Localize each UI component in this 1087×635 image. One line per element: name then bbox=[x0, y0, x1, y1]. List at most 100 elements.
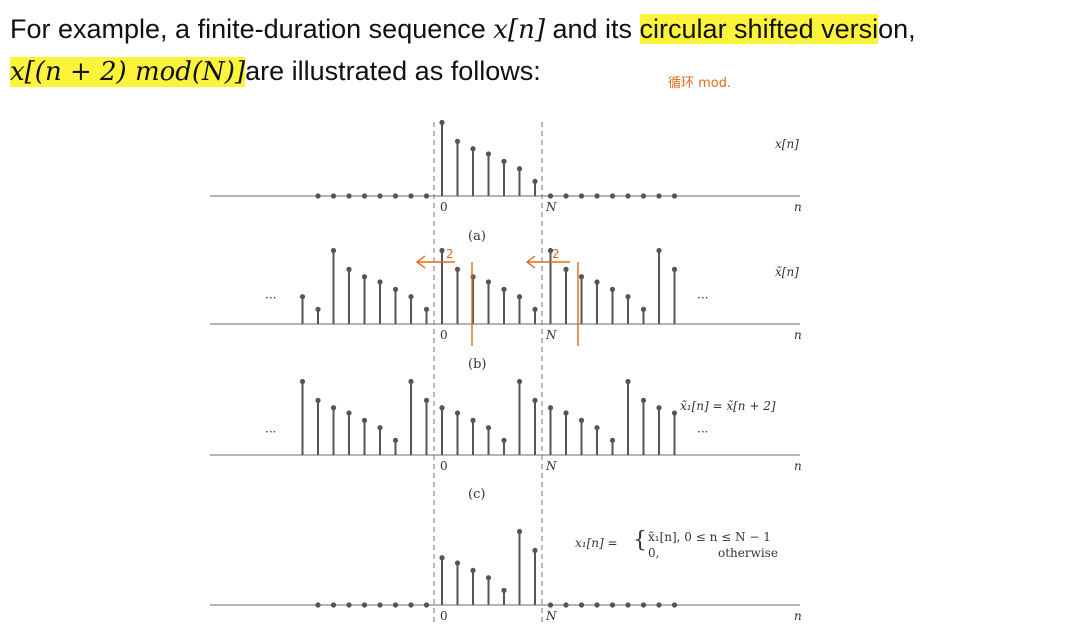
stem-point bbox=[671, 602, 678, 608]
stem-point bbox=[361, 193, 368, 199]
dots-left-b: ··· bbox=[265, 291, 276, 305]
stem-point bbox=[532, 397, 538, 403]
caption-c: (c) bbox=[468, 487, 485, 502]
stem-point bbox=[594, 425, 600, 431]
text-line-2: x[(n + 2) mod(N)]are illustrated as foll… bbox=[10, 56, 541, 87]
dots-right-c: ··· bbox=[697, 425, 708, 439]
stem-point bbox=[516, 294, 523, 300]
tick-zero-a: 0 bbox=[440, 200, 448, 214]
stem-point bbox=[501, 587, 507, 593]
x1-def-case2-cond: otherwise bbox=[718, 546, 778, 560]
tick-N-a: N bbox=[545, 200, 557, 214]
tick-N-c: N bbox=[545, 459, 557, 473]
stem-point bbox=[547, 193, 554, 199]
stem-point bbox=[671, 193, 678, 199]
stem-point bbox=[408, 378, 414, 385]
stem-point bbox=[578, 274, 585, 280]
axis-n-d: n bbox=[794, 609, 802, 623]
axis-n-b: n bbox=[794, 328, 802, 342]
stem-point bbox=[377, 425, 383, 431]
stem-point bbox=[299, 294, 306, 300]
label-x1-tilde: x̃₁[n] = x̃[n + 2] bbox=[680, 399, 776, 413]
stem-point bbox=[361, 274, 368, 280]
handwritten-note: 循环 mod. bbox=[668, 76, 732, 91]
stem-point bbox=[609, 437, 616, 443]
stem-point bbox=[423, 602, 430, 608]
stem-point bbox=[423, 193, 430, 199]
stem-point bbox=[439, 119, 445, 126]
tick-N-d: N bbox=[545, 609, 557, 623]
stem-point bbox=[470, 567, 476, 573]
stem-point bbox=[656, 247, 662, 254]
stem-point bbox=[346, 266, 352, 272]
shift-arrowhead-2 bbox=[525, 255, 536, 269]
stem-point bbox=[392, 193, 399, 199]
stem-point bbox=[392, 286, 399, 292]
stem-point bbox=[594, 193, 600, 199]
stem-point bbox=[330, 193, 337, 199]
label-x-tilde: x̃[n] bbox=[775, 265, 799, 279]
caption-a: (a) bbox=[468, 229, 486, 244]
stem-point bbox=[563, 410, 569, 416]
stem-point bbox=[392, 437, 399, 443]
stem-point bbox=[377, 193, 383, 199]
stem-point bbox=[547, 602, 554, 608]
stem-point bbox=[315, 306, 321, 312]
stem-point bbox=[516, 378, 523, 385]
shift-amount-2: 2 bbox=[552, 247, 560, 261]
stem-point bbox=[485, 279, 492, 285]
stem-point bbox=[315, 397, 321, 403]
text-intro: For example, a finite-duration sequence bbox=[10, 14, 494, 44]
stem-point bbox=[408, 602, 414, 608]
shift-arrowhead-1 bbox=[415, 255, 426, 269]
stem-point bbox=[640, 306, 647, 312]
stem-point bbox=[563, 266, 569, 272]
stem-point bbox=[361, 602, 368, 608]
stem-point bbox=[299, 378, 306, 385]
stem-point bbox=[516, 528, 523, 535]
stem-point bbox=[656, 602, 662, 608]
stem-point bbox=[454, 410, 461, 416]
stem-point bbox=[547, 247, 554, 254]
stem-point bbox=[532, 178, 538, 184]
tick-zero-d: 0 bbox=[440, 609, 448, 623]
stem-point bbox=[377, 279, 383, 285]
text-on: on, bbox=[878, 14, 916, 44]
stem-point bbox=[640, 193, 647, 199]
stem-point bbox=[656, 193, 662, 199]
stem-point bbox=[625, 193, 631, 199]
stem-point bbox=[625, 378, 631, 385]
x1-def-brace: { bbox=[633, 528, 647, 553]
stem-point bbox=[408, 294, 414, 300]
stem-point bbox=[377, 602, 383, 608]
stem-point bbox=[315, 602, 321, 608]
shift-amount-1: 2 bbox=[446, 247, 454, 261]
text-and: and its bbox=[544, 14, 640, 44]
text-line-1: For example, a finite-duration sequence … bbox=[10, 14, 916, 45]
stem-point bbox=[501, 437, 507, 443]
stem-point bbox=[346, 602, 352, 608]
label-x-n: x[n] bbox=[775, 137, 799, 151]
stem-point bbox=[470, 417, 476, 423]
stem-point bbox=[640, 602, 647, 608]
stem-point bbox=[485, 425, 492, 431]
stem-point bbox=[640, 397, 647, 403]
text-illustrated: are illustrated as follows: bbox=[245, 56, 541, 86]
stem-point bbox=[671, 266, 678, 272]
tick-zero-b: 0 bbox=[440, 328, 448, 342]
stem-point bbox=[439, 555, 445, 561]
stem-point bbox=[423, 306, 430, 312]
tick-N-b: N bbox=[545, 328, 557, 342]
dots-right-b: ··· bbox=[697, 291, 708, 305]
stem-point bbox=[454, 560, 461, 566]
stem-point bbox=[609, 602, 616, 608]
stem-point bbox=[578, 193, 585, 199]
tick-zero-c: 0 bbox=[440, 459, 448, 473]
stem-point bbox=[485, 151, 492, 157]
stem-point bbox=[330, 602, 337, 608]
stem-point bbox=[671, 410, 678, 416]
stem-point bbox=[485, 575, 492, 581]
stem-point bbox=[346, 193, 352, 199]
stem-point bbox=[578, 417, 585, 423]
stem-point bbox=[594, 279, 600, 285]
